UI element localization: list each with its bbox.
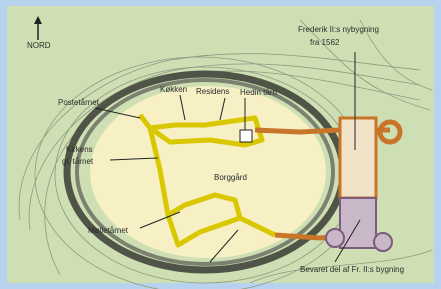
tower-sw (326, 229, 344, 247)
label-new-building: Frederik II:s nybygning (298, 25, 379, 34)
label-post-tower: Postetårnet (58, 98, 100, 107)
label-residence: Residens (196, 87, 229, 96)
label-kitchen: Køkken (160, 85, 187, 94)
label-church-tower: gl. tårnet (62, 157, 94, 166)
label-preserved: Bevaret del af Fr. II:s bygning (300, 265, 404, 274)
label-mill-tower: Mølletårnet (88, 226, 129, 235)
label-church: Kirkens (66, 145, 93, 154)
label-courtyard: Borggård (214, 173, 247, 182)
compass-label: NORD (27, 41, 51, 50)
hedin-tower (240, 130, 252, 142)
tower-se (374, 233, 392, 251)
castle-map: NORD Frederik II:s nybygning fra 1562 Po… (0, 0, 441, 289)
label-hedin-tower: Hedin tårn (240, 88, 277, 97)
new-building (340, 118, 376, 198)
label-new-building-year: fra 1562 (310, 38, 340, 47)
